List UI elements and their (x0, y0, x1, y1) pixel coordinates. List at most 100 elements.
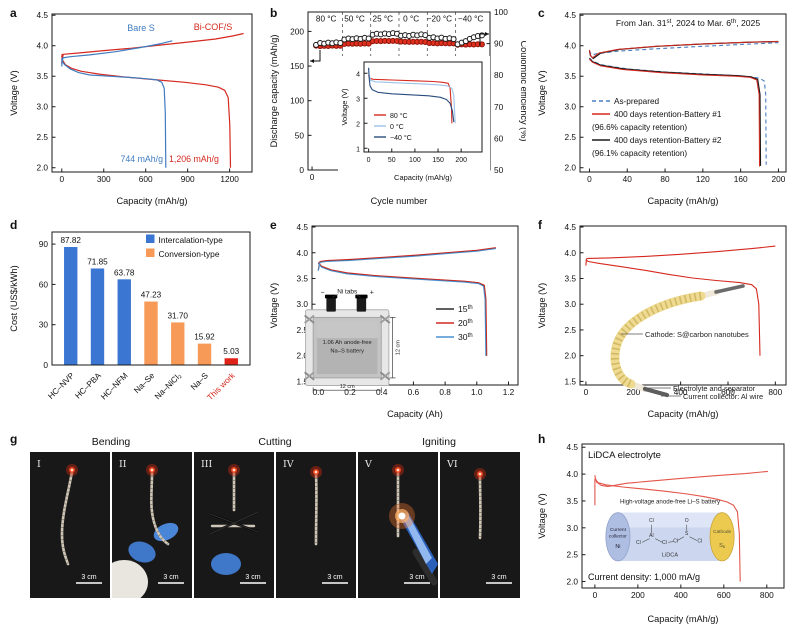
svg-text:Capacity (Ah): Capacity (Ah) (387, 409, 443, 419)
svg-text:Cl: Cl (649, 518, 654, 524)
svg-text:600: 600 (139, 174, 153, 184)
panel-c-label: c (538, 6, 545, 20)
panel-h-plot: 0 200 400 600 800 2.0 2.5 3.0 3.5 4.0 4.5 Capacity … (537, 442, 785, 624)
svg-text:1.5: 1.5 (564, 376, 576, 386)
svg-text:2.0: 2.0 (564, 163, 576, 173)
svg-text:−40 °C: −40 °C (458, 15, 483, 24)
svg-text:0.4: 0.4 (376, 387, 388, 397)
svg-text:Na–NiCl₂: Na–NiCl₂ (153, 371, 183, 401)
panel-c-plot: 0 40 80 120 160 200 2.0 2.5 3.0 3.5 4.0 4.5 Capacity… (537, 10, 787, 206)
svg-text:Conversion-type: Conversion-type (159, 249, 220, 259)
svg-text:3.0: 3.0 (566, 523, 578, 533)
svg-text:Al: Al (649, 533, 653, 539)
svg-text:150: 150 (432, 157, 444, 164)
svg-text:4.0: 4.0 (564, 41, 576, 51)
photo-V: V 3 cm (358, 452, 438, 598)
panel-h-label: h (538, 432, 546, 446)
svg-text:Bi-COF/S: Bi-COF/S (194, 22, 233, 32)
panel-b: b 0714212835420501001502005060708090100C… (268, 4, 526, 208)
panel-e-plot: 0.0 0.2 0.4 0.6 0.8 1.0 1.2 1.5 2.0 2.5 3.0 3.5 4.0 4… (269, 222, 519, 419)
svg-text:+: + (370, 289, 374, 297)
inset-pouch-cell-photo: Ni tabs − +1.06 Ah anode-free Na–S battery 1… (298, 284, 404, 398)
svg-text:S: S (685, 531, 689, 537)
svg-text:Coulombic efficiency (%): Coulombic efficiency (%) (519, 41, 526, 142)
panel-f-chart: 0 200 400 600 800 1.5 2.0 2.5 3.0 3.5 4.0 4.5 Capaci… (536, 216, 794, 421)
svg-text:400: 400 (674, 387, 688, 397)
svg-text:2.5: 2.5 (566, 550, 578, 560)
svg-text:0: 0 (310, 172, 315, 182)
svg-text:2.5: 2.5 (296, 325, 308, 335)
photo-frame-II: II 3 cm (112, 452, 192, 598)
svg-text:120: 120 (696, 174, 710, 184)
svg-text:Cathode: Cathode (713, 529, 732, 535)
svg-text:IV: IV (283, 459, 294, 470)
svg-text:4: 4 (356, 71, 360, 78)
group-title-bending: Bending (91, 436, 131, 448)
svg-text:This work: This work (206, 370, 238, 402)
svg-text:Cl: Cl (673, 538, 678, 544)
svg-text:0: 0 (59, 174, 64, 184)
svg-text:3.0: 3.0 (36, 102, 48, 112)
svg-text:2: 2 (356, 121, 360, 128)
svg-text:200: 200 (455, 157, 467, 164)
svg-text:Cathode: S@carbon nanotubes: Cathode: S@carbon nanotubes (645, 330, 749, 339)
svg-text:200: 200 (290, 26, 304, 36)
svg-text:Ni tabs: Ni tabs (337, 289, 357, 296)
svg-text:90: 90 (494, 39, 504, 49)
svg-text:2.0: 2.0 (566, 577, 578, 587)
svg-text:Voltage (V): Voltage (V) (340, 88, 349, 126)
svg-text:50: 50 (295, 130, 305, 140)
svg-text:400: 400 (674, 590, 688, 600)
svg-text:Cost (US$/kWh): Cost (US$/kWh) (9, 265, 19, 331)
svg-text:Voltage (V): Voltage (V) (9, 70, 19, 115)
svg-text:HC–NVP: HC–NVP (46, 371, 76, 401)
inset-low-temp-profiles: 0 50 100 150 200 1 2 3 4 Capacity (mAh/g) Voltage … (338, 56, 490, 184)
svg-text:1200: 1200 (220, 174, 239, 184)
photo-strip: I 3 cm II 3 cm III 3 cm IV 3 cm V 3 cm VI 3 cm (30, 452, 520, 598)
photo-III: III 3 cm (194, 452, 274, 598)
svg-text:−40 °C: −40 °C (390, 134, 412, 142)
panel-b-label: b (270, 6, 278, 20)
svg-text:800: 800 (768, 387, 782, 397)
svg-text:Discharge capacity (mAh/g): Discharge capacity (mAh/g) (269, 35, 279, 148)
panel-e-label: e (270, 218, 277, 232)
panel-d-chart: 87.82 HC–NVP 71.85 HC–PBA 63.78 HC–NFM 47.23 Na… (8, 216, 260, 421)
svg-text:1.5: 1.5 (296, 376, 308, 386)
svg-text:300: 300 (97, 174, 111, 184)
svg-text:Capacity (mAh/g): Capacity (mAh/g) (648, 196, 719, 206)
svg-text:100: 100 (290, 96, 304, 106)
photo-frame-IV: IV 3 cm (276, 452, 356, 598)
panel-h-chart: 0 200 400 600 800 2.0 2.5 3.0 3.5 4.0 4.5 Capacity … (536, 430, 794, 626)
svg-text:4.0: 4.0 (36, 41, 48, 51)
panel-d-label: d (10, 218, 18, 232)
svg-text:50: 50 (494, 165, 504, 175)
cable-battery-schematic: Cathode: S@carbon nanotubes Electrolyte a… (610, 284, 763, 401)
svg-text:As-prepared: As-prepared (614, 97, 660, 106)
svg-text:LiDCA electrolyte: LiDCA electrolyte (588, 450, 661, 461)
svg-text:0: 0 (584, 387, 589, 397)
cylinder-cell-schematic: High-voltage anode-free Li–S battery Curr… (605, 498, 735, 562)
panel-e-chart: 0.0 0.2 0.4 0.6 0.8 1.0 1.2 1.5 2.0 2.5 3.0 3.5 4.0 4… (268, 216, 526, 421)
svg-text:3.5: 3.5 (564, 71, 576, 81)
svg-text:0 °C: 0 °C (390, 123, 404, 131)
group-title-igniting: Igniting (422, 436, 456, 448)
svg-text:150: 150 (290, 61, 304, 71)
svg-text:80: 80 (494, 70, 504, 80)
svg-text:63.78: 63.78 (114, 268, 135, 277)
svg-text:200: 200 (631, 590, 645, 600)
svg-text:Current collector: Al wire: Current collector: Al wire (683, 392, 763, 401)
svg-text:5.03: 5.03 (223, 347, 239, 356)
svg-text:3 cm: 3 cm (491, 574, 506, 581)
svg-text:4.5: 4.5 (566, 442, 578, 452)
svg-text:3 cm: 3 cm (245, 574, 260, 581)
svg-text:collector: collector (609, 534, 627, 540)
svg-text:3 cm: 3 cm (327, 574, 342, 581)
panel-a-chart: 0 300 600 900 1200 2.0 2.5 3.0 3.5 4.0 4.5 Capacity… (8, 4, 260, 208)
svg-text:I: I (37, 459, 41, 470)
svg-text:Capacity (mAh/g): Capacity (mAh/g) (394, 173, 452, 182)
svg-text:Voltage (V): Voltage (V) (537, 283, 547, 328)
photo-II: II 3 cm (112, 452, 192, 598)
svg-text:Current density: 1,000 mA/g: Current density: 1,000 mA/g (588, 572, 700, 582)
svg-text:80 °C: 80 °C (390, 112, 408, 120)
panel-d: d 87.82 HC–NVP 71.85 HC–PBA 63.78 HC–NFM 47.23… (8, 216, 260, 421)
